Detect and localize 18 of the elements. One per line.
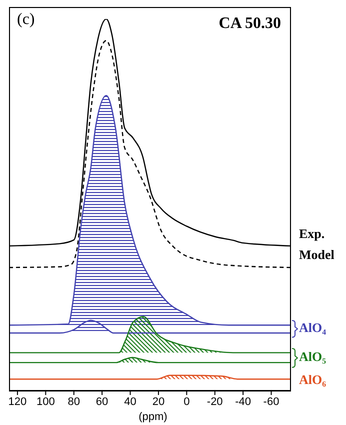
x-tick-label: 100 bbox=[36, 396, 55, 408]
x-tick-label: 20 bbox=[152, 396, 165, 408]
x-tick-label: 0 bbox=[184, 396, 190, 408]
x-tick-label: 60 bbox=[96, 396, 108, 408]
series-label: Exp. bbox=[299, 226, 325, 241]
x-tick-label: -40 bbox=[235, 396, 252, 408]
x-axis-title: (ppm) bbox=[138, 411, 168, 423]
x-tick-label: 80 bbox=[68, 396, 80, 408]
legend-label: AlO₄ bbox=[299, 320, 326, 336]
x-tick-label: -60 bbox=[263, 396, 280, 408]
series-label: AlO₆ bbox=[299, 372, 326, 388]
chart-title: CA 50.30 bbox=[218, 15, 281, 33]
series-label: Model bbox=[299, 247, 334, 262]
x-tick-label: 40 bbox=[124, 396, 136, 408]
annotation: (c) bbox=[17, 11, 35, 29]
x-tick-label: 120 bbox=[8, 396, 27, 408]
legend-label: AlO₅ bbox=[299, 348, 326, 364]
x-tick-label: -20 bbox=[206, 396, 223, 408]
